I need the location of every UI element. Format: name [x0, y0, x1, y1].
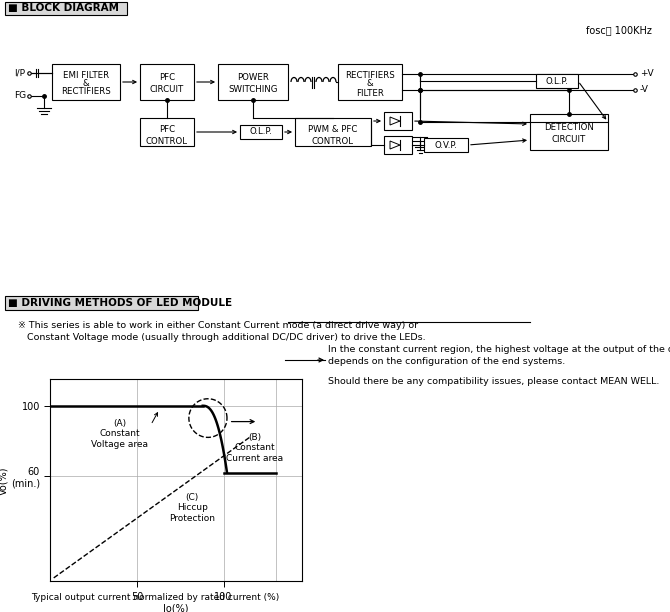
Bar [240, 125, 282, 139]
Text: FILTER: FILTER [356, 89, 384, 97]
Text: O.V.P.: O.V.P. [435, 141, 458, 149]
Bar [140, 118, 194, 146]
Text: Typical output current normalized by rated current (%): Typical output current normalized by rat… [31, 594, 279, 602]
Bar [5, 2, 127, 15]
Text: ■ BLOCK DIAGRAM: ■ BLOCK DIAGRAM [8, 4, 119, 13]
Bar [5, 296, 198, 310]
Text: In the constant current region, the highest voltage at the output of the driver: In the constant current region, the high… [328, 346, 670, 354]
Bar [295, 118, 371, 146]
Text: PWM & PFC: PWM & PFC [308, 124, 358, 133]
Text: depends on the configuration of the end systems.: depends on the configuration of the end … [328, 357, 565, 367]
Text: PFC: PFC [159, 72, 175, 81]
Text: CONTROL: CONTROL [312, 136, 354, 146]
Text: DETECTION: DETECTION [544, 122, 594, 132]
Text: O.L.P.: O.L.P. [250, 127, 273, 136]
Text: -V: -V [640, 86, 649, 94]
Bar [536, 74, 578, 88]
Bar [338, 64, 402, 100]
Text: (B)
Constant
Current area: (B) Constant Current area [226, 433, 283, 463]
Text: ※ This series is able to work in either Constant Current mode (a direct drive wa: ※ This series is able to work in either … [18, 321, 418, 330]
Y-axis label: Vo(%): Vo(%) [0, 466, 8, 494]
Text: fosc： 100KHz: fosc： 100KHz [586, 25, 652, 35]
Text: I/P: I/P [14, 69, 25, 78]
Polygon shape [390, 141, 400, 149]
Text: ■ DRIVING METHODS OF LED MODULE: ■ DRIVING METHODS OF LED MODULE [8, 298, 232, 308]
Bar [218, 64, 288, 100]
Text: SWITCHING: SWITCHING [228, 84, 278, 94]
Text: POWER: POWER [237, 72, 269, 81]
Bar [384, 112, 412, 130]
Text: O.L.P.: O.L.P. [545, 76, 568, 86]
Bar [384, 136, 412, 154]
Polygon shape [390, 117, 400, 125]
Text: (C)
Hiccup
Protection: (C) Hiccup Protection [170, 493, 215, 523]
Bar [140, 64, 194, 100]
Bar [530, 114, 608, 150]
Text: RECTIFIERS: RECTIFIERS [345, 70, 395, 80]
Text: +V: +V [640, 70, 654, 78]
Text: &: & [82, 78, 89, 88]
Text: RECTIFIERS: RECTIFIERS [61, 88, 111, 97]
Text: EMI FILTER: EMI FILTER [63, 70, 109, 80]
X-axis label: Io(%): Io(%) [163, 603, 189, 612]
Text: &: & [366, 80, 373, 89]
Text: CIRCUIT: CIRCUIT [552, 135, 586, 143]
Text: (A)
Constant
Voltage area: (A) Constant Voltage area [91, 419, 148, 449]
Text: Should there be any compatibility issues, please contact MEAN WELL.: Should there be any compatibility issues… [328, 376, 659, 386]
Bar [52, 64, 120, 100]
Text: FG: FG [14, 92, 26, 100]
Text: PFC: PFC [159, 124, 175, 133]
Text: CONTROL: CONTROL [146, 136, 188, 146]
Text: CIRCUIT: CIRCUIT [150, 84, 184, 94]
Text: Constant Voltage mode (usually through additional DC/DC driver) to drive the LED: Constant Voltage mode (usually through a… [18, 334, 425, 343]
Bar [424, 138, 468, 152]
